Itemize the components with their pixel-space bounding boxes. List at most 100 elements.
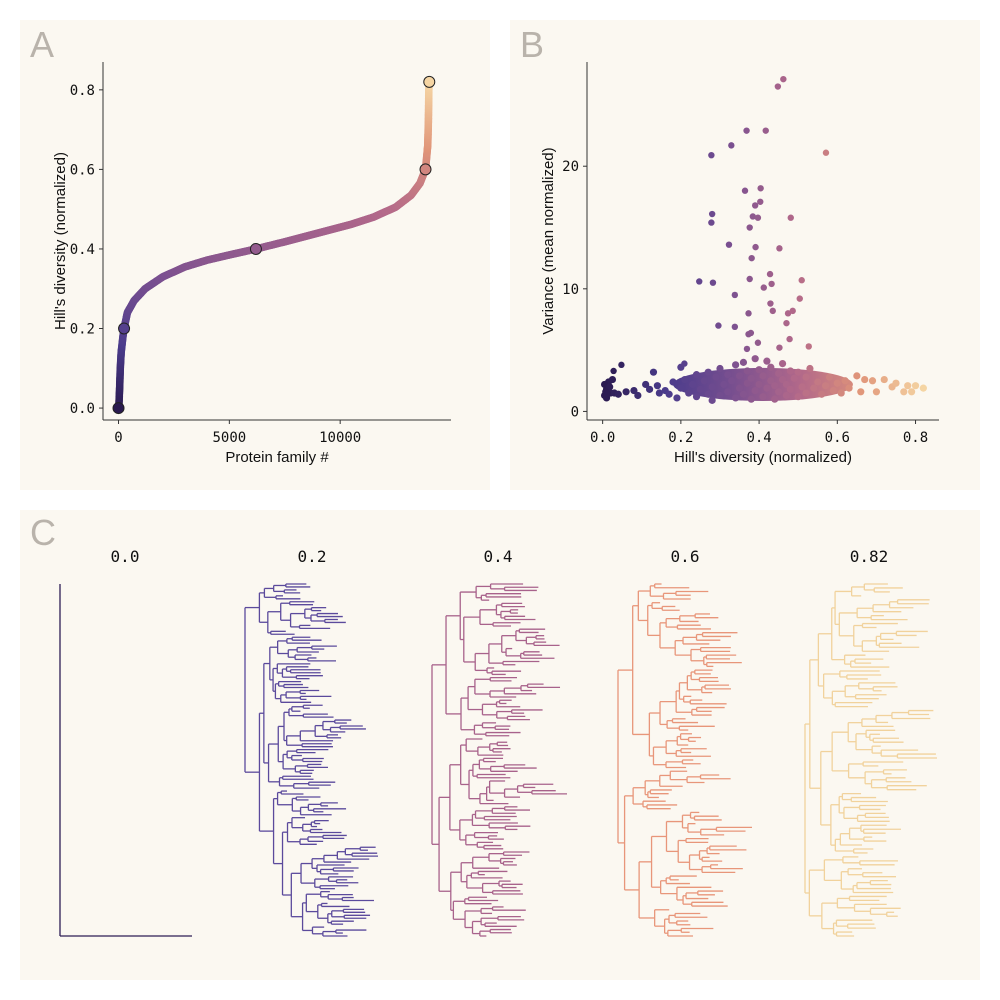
scatter-point <box>802 373 810 381</box>
scatter-point <box>821 382 830 390</box>
scatter-point <box>696 385 705 393</box>
scatter-point <box>692 393 701 401</box>
scatter-point <box>802 389 810 397</box>
scatter-point <box>747 374 755 382</box>
y-tick-label: 0.6 <box>70 162 95 178</box>
scatter-point <box>825 373 834 381</box>
scatter-point <box>919 384 927 392</box>
scatter-point <box>774 83 782 90</box>
tree-label: 0.6 <box>671 547 700 566</box>
scatter-point <box>752 243 759 251</box>
scatter-point <box>763 384 771 392</box>
scatter-point <box>708 383 716 391</box>
scatter-point <box>716 391 724 400</box>
scatter-point <box>786 385 794 393</box>
scatter-point <box>743 379 751 387</box>
scatter-point <box>833 379 841 387</box>
scatter-point <box>724 371 732 379</box>
scatter-point <box>880 375 888 384</box>
tree-label: 0.2 <box>298 547 327 566</box>
scatter-point <box>653 382 662 390</box>
scatter-point <box>780 75 787 83</box>
scatter-point <box>810 384 818 392</box>
scatter-point <box>739 390 748 398</box>
x-tick-label: 0.4 <box>746 430 771 446</box>
tree-2 <box>431 583 567 937</box>
scatter-point <box>743 367 751 375</box>
scatter-point <box>603 390 611 398</box>
scatter-point <box>759 372 767 380</box>
scatter-point <box>728 142 735 149</box>
scatter-point <box>732 394 740 402</box>
scatter-point <box>751 386 759 395</box>
x-tick-label: 0.8 <box>903 430 928 446</box>
scatter-point <box>685 389 693 397</box>
scatter-point <box>767 363 775 371</box>
scatter-point <box>868 377 877 385</box>
scatter-point <box>763 357 771 365</box>
scatter-point <box>845 384 853 392</box>
y-tick-label: 0.8 <box>70 83 95 99</box>
panel-label-b: B <box>520 24 545 65</box>
scatter-point <box>745 310 752 317</box>
tree-1 <box>244 583 378 937</box>
scatter-point <box>731 291 739 299</box>
scatter-point <box>900 388 908 396</box>
x-tick-label: 5000 <box>212 430 246 446</box>
scatter-point <box>608 375 617 384</box>
scatter-point <box>796 295 803 302</box>
y-tick-label: 0.0 <box>70 401 95 417</box>
panel-label-c: C <box>30 512 56 553</box>
scatter-point <box>768 280 775 288</box>
scatter-point <box>754 214 762 221</box>
scatter-point <box>715 322 722 329</box>
scatter-point <box>712 373 720 381</box>
scatter-point <box>642 380 650 389</box>
scatter-point <box>708 210 716 218</box>
scatter-point <box>767 300 774 307</box>
scatter-point <box>794 393 802 401</box>
scatter-point <box>720 380 728 389</box>
x-tick-label: 0.2 <box>668 430 693 446</box>
scatter-point <box>716 364 724 373</box>
scatter-point <box>704 390 712 398</box>
scatter-point <box>790 374 798 382</box>
scatter-point <box>746 224 753 231</box>
scatter-point <box>786 335 793 343</box>
tree-3 <box>617 583 752 937</box>
panel-a <box>20 20 490 490</box>
scatter-point <box>904 382 912 390</box>
scatter-point <box>754 339 762 346</box>
scatter-point <box>708 396 716 404</box>
scatter-point <box>748 254 755 262</box>
scatter-point <box>805 343 812 350</box>
scatter-point <box>760 284 767 291</box>
scatter-point <box>606 383 614 391</box>
scatter-point <box>673 394 681 402</box>
x-tick-label: 0 <box>114 430 122 446</box>
scatter-point <box>861 375 869 384</box>
scatter-point <box>783 319 790 327</box>
scatter-point <box>689 380 697 389</box>
scatter-point <box>741 187 749 194</box>
scatter-point <box>746 275 753 283</box>
scatter-point <box>829 386 838 395</box>
scatter-point <box>749 213 757 220</box>
scatter-point <box>743 345 751 353</box>
scatter-point <box>775 388 783 396</box>
scatter-point <box>696 278 703 285</box>
y-tick-label: 0.4 <box>70 242 95 258</box>
scatter-point <box>747 395 755 403</box>
scatter-point <box>775 369 783 378</box>
highlighted-point <box>249 242 262 255</box>
scatter-point <box>769 307 776 315</box>
scatter-point <box>681 360 688 367</box>
scatter-point <box>786 367 794 375</box>
scatter-point <box>743 127 750 134</box>
panel-b <box>510 20 980 490</box>
scatter-point <box>782 380 791 389</box>
scatter-point <box>814 378 822 386</box>
scatter-point <box>771 382 779 390</box>
scatter-point <box>735 372 744 380</box>
scatter-point <box>857 388 865 396</box>
